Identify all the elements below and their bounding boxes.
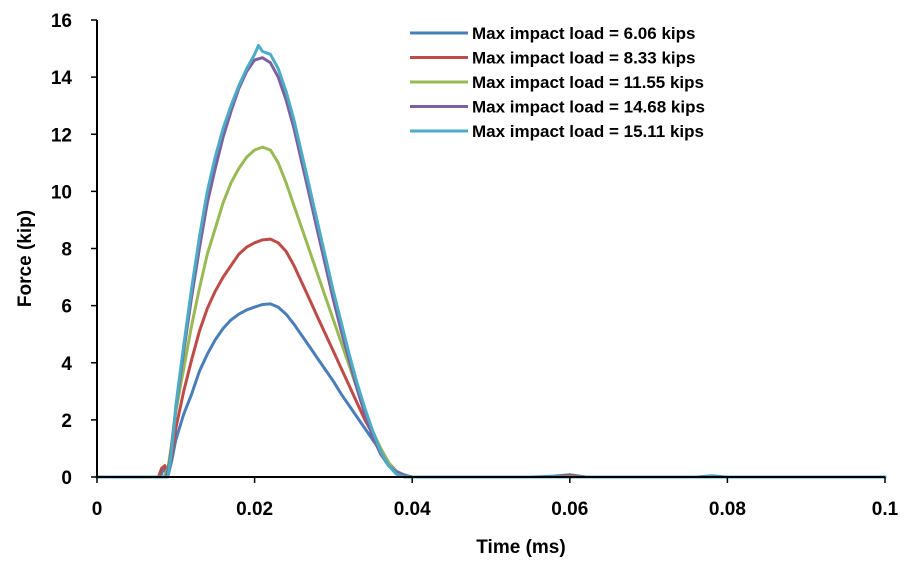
y-tick-label: 16 <box>51 11 72 32</box>
series-line-5 <box>95 43 887 479</box>
x-tick-label: 0 <box>92 499 103 520</box>
y-tick-label: 12 <box>51 125 72 146</box>
legend-label-1: Max impact load = 6.06 kips <box>472 24 695 43</box>
x-axis-title: Time (ms) <box>476 537 565 558</box>
x-tick-label: 0.1 <box>872 499 899 520</box>
y-tick-label: 2 <box>61 411 72 432</box>
y-tick-label: 0 <box>61 468 72 489</box>
y-tick-label: 4 <box>61 354 72 375</box>
y-tick-label: 14 <box>51 68 73 89</box>
y-tick-label: 8 <box>61 240 72 261</box>
x-tick-label: 0.04 <box>394 499 431 520</box>
ticks-layer: 0 0.02 0.04 0.06 0.08 0.1 0 2 4 6 8 10 12 14 16 <box>51 11 899 520</box>
series-line-3 <box>95 145 887 479</box>
y-tick-label: 6 <box>61 297 72 318</box>
legend-label-3: Max impact load = 11.55 kips <box>472 73 704 92</box>
series-line-1 <box>95 302 887 479</box>
legend: Max impact load = 6.06 kips Max impact lo… <box>410 24 705 141</box>
legend-label-2: Max impact load = 8.33 kips <box>472 49 695 68</box>
legend-label-4: Max impact load = 14.68 kips <box>472 98 705 117</box>
x-tick-label: 0.02 <box>236 499 273 520</box>
x-tick-label: 0.06 <box>551 499 588 520</box>
y-axis-title: Force (kip) <box>15 210 36 307</box>
x-tick-label: 0.08 <box>709 499 746 520</box>
series-line-2 <box>95 237 887 479</box>
y-tick-label: 10 <box>51 182 72 203</box>
legend-label-5: Max impact load = 15.11 kips <box>472 122 704 141</box>
series-line-4 <box>95 56 887 479</box>
